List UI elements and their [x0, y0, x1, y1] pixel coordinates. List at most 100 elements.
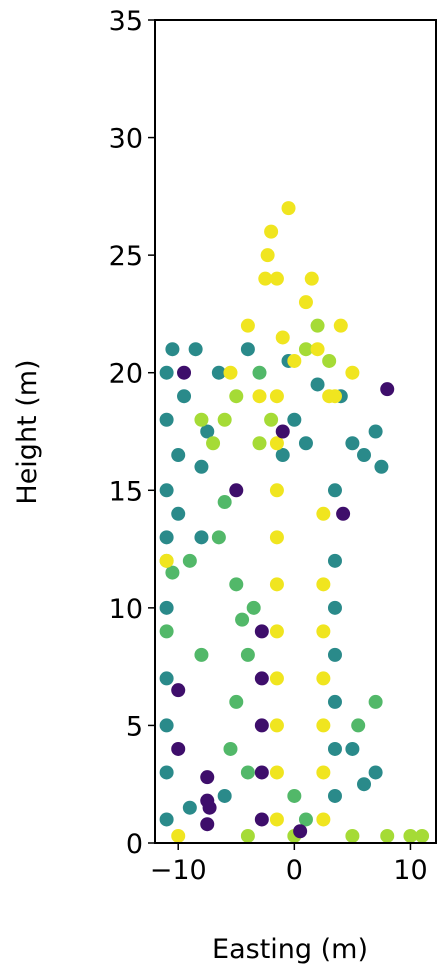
point	[159, 812, 174, 827]
point	[159, 412, 174, 427]
point	[202, 800, 217, 815]
point	[298, 436, 313, 451]
point	[182, 553, 197, 568]
point	[177, 365, 192, 380]
point	[322, 353, 337, 368]
point	[217, 495, 232, 510]
point	[327, 694, 342, 709]
point	[275, 330, 290, 345]
point	[316, 671, 331, 686]
point	[269, 624, 284, 639]
point	[316, 812, 331, 827]
point	[171, 741, 186, 756]
point	[327, 647, 342, 662]
y-tick-label: 15	[109, 476, 143, 507]
point	[310, 377, 325, 392]
point	[165, 342, 180, 357]
point	[374, 459, 389, 474]
point	[293, 824, 308, 839]
point	[269, 483, 284, 498]
point	[351, 718, 366, 733]
x-tick-label: 10	[393, 855, 427, 886]
point	[254, 765, 269, 780]
point	[333, 318, 348, 333]
y-tick-label: 30	[109, 124, 143, 155]
point	[269, 436, 284, 451]
point	[229, 577, 244, 592]
point	[254, 718, 269, 733]
point	[336, 506, 351, 521]
point	[206, 436, 221, 451]
point	[287, 412, 302, 427]
point	[171, 448, 186, 463]
y-tick-label: 10	[109, 594, 143, 625]
y-tick-label: 25	[109, 241, 143, 272]
point	[287, 788, 302, 803]
point	[403, 828, 418, 843]
point	[345, 828, 360, 843]
point	[415, 828, 430, 843]
point	[229, 483, 244, 498]
point	[194, 647, 209, 662]
point	[316, 506, 331, 521]
point	[316, 765, 331, 780]
point	[316, 718, 331, 733]
point	[357, 777, 372, 792]
point	[252, 365, 267, 380]
point	[159, 600, 174, 615]
point	[316, 577, 331, 592]
point	[217, 412, 232, 427]
point	[269, 389, 284, 404]
point	[223, 365, 238, 380]
point	[269, 530, 284, 545]
point	[304, 271, 319, 286]
point	[240, 342, 255, 357]
point	[159, 671, 174, 686]
point	[269, 812, 284, 827]
point	[260, 248, 275, 263]
point	[240, 647, 255, 662]
point	[316, 624, 331, 639]
point	[269, 718, 284, 733]
point	[345, 436, 360, 451]
point	[223, 741, 238, 756]
point	[159, 530, 174, 545]
x-tick-label: −10	[150, 855, 207, 886]
point	[200, 817, 215, 832]
y-axis-label: Height (m)	[12, 359, 43, 504]
point	[171, 506, 186, 521]
point	[368, 694, 383, 709]
point	[298, 812, 313, 827]
point	[240, 765, 255, 780]
point	[159, 624, 174, 639]
point	[200, 424, 215, 439]
point	[327, 553, 342, 568]
point	[254, 624, 269, 639]
y-tick-label: 35	[109, 6, 143, 37]
point	[194, 412, 209, 427]
point	[217, 788, 232, 803]
point	[229, 389, 244, 404]
point	[159, 365, 174, 380]
point	[310, 318, 325, 333]
point	[252, 389, 267, 404]
point	[327, 741, 342, 756]
point	[368, 765, 383, 780]
point	[194, 530, 209, 545]
point	[254, 671, 269, 686]
point	[269, 577, 284, 592]
point	[327, 600, 342, 615]
point	[298, 342, 313, 357]
point	[327, 788, 342, 803]
y-tick-label: 5	[126, 711, 143, 742]
point	[264, 224, 279, 239]
point	[211, 530, 226, 545]
point	[159, 483, 174, 498]
point	[327, 389, 342, 404]
point	[246, 600, 261, 615]
point	[345, 365, 360, 380]
point	[281, 201, 296, 216]
point	[177, 389, 192, 404]
point	[357, 448, 372, 463]
